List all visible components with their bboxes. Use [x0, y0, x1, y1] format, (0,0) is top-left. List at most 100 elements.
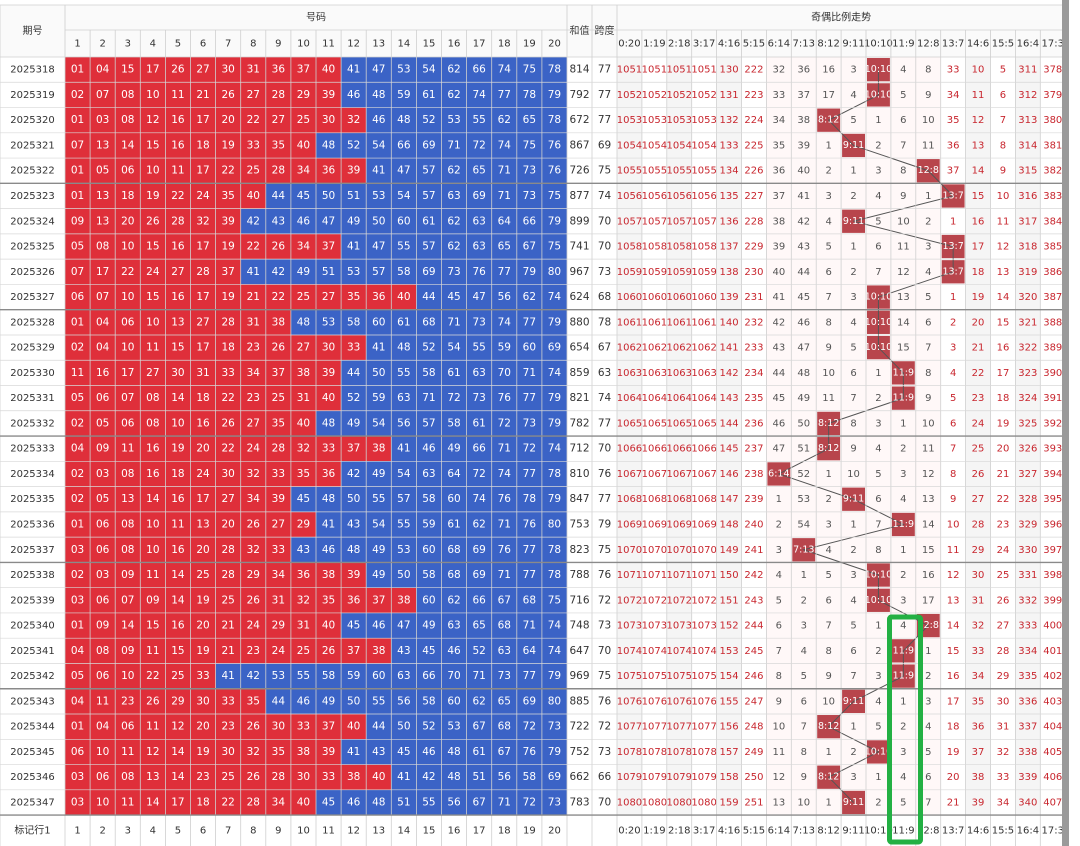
ball-cell [491, 284, 517, 310]
trend-count: 1067 [617, 469, 642, 480]
ball-cell [165, 57, 191, 83]
ball-number: 20 [121, 215, 134, 227]
ball-cell [115, 688, 141, 715]
ball-cell [190, 511, 216, 538]
issue: 2025345 [10, 747, 55, 758]
ball-number: 18 [221, 342, 234, 354]
trend-count: 239 [744, 494, 763, 505]
issue: 2025335 [10, 494, 55, 505]
trend-hit-label: 10:10 [865, 595, 892, 606]
ball-cell [441, 233, 467, 260]
ball-number: 10 [121, 291, 134, 303]
trend-count: 131 [720, 90, 739, 101]
ball-cell [441, 132, 467, 159]
trend-count: 50 [797, 418, 810, 429]
ball-number: 20 [221, 518, 234, 530]
ball-cell [240, 259, 266, 285]
trend-count: 156 [720, 722, 739, 733]
ball-cell [541, 436, 567, 462]
ball-cell [491, 764, 517, 790]
trend-count: 33 [772, 90, 785, 101]
trend-count: 10 [972, 65, 985, 76]
trend-count: 9 [825, 671, 831, 682]
ball-number: 06 [96, 771, 110, 783]
ball-number: 61 [422, 89, 435, 101]
ball-cell [240, 537, 266, 563]
trend-count: 1065 [691, 418, 716, 429]
ball-cell [466, 107, 492, 133]
number-col-header: 16 [448, 39, 461, 50]
ball-cell [366, 57, 392, 83]
ball-number: 71 [498, 518, 511, 530]
ball-number: 15 [121, 64, 134, 76]
ball-cell [441, 436, 467, 462]
trend-hit-label: 13:7 [942, 190, 963, 201]
trend-count: 1073 [667, 621, 692, 632]
trend-count: 3 [825, 191, 831, 202]
ball-number: 79 [548, 417, 561, 429]
span: 66 [598, 771, 612, 783]
ball-number: 32 [247, 544, 260, 556]
ball-cell [341, 259, 367, 285]
ball-number: 17 [146, 64, 159, 76]
trend-hit-label: 10:10 [865, 746, 892, 757]
ball-number: 29 [297, 518, 310, 530]
ball-cell [265, 587, 291, 613]
sum: 722 [569, 721, 589, 733]
ball-number: 09 [71, 215, 84, 227]
trend-count: 3 [900, 595, 906, 606]
ball-number: 28 [272, 443, 285, 455]
trend-count: 4 [925, 267, 931, 278]
ball-cell [316, 764, 342, 790]
ball-cell [165, 183, 191, 209]
ball-cell [165, 461, 191, 487]
ball-cell [541, 663, 567, 689]
span: 75 [598, 544, 611, 556]
ball-number: 10 [146, 165, 159, 177]
issue: 2025323 [10, 191, 55, 202]
trend-count: 36 [947, 140, 960, 151]
trend-count: 5 [900, 797, 906, 808]
ball-cell [316, 132, 342, 159]
ball-number: 75 [548, 241, 561, 253]
ball-number: 42 [347, 468, 360, 480]
trend-hit-label: 8:12 [818, 443, 839, 454]
trend-count: 1077 [667, 722, 692, 733]
ball-number: 33 [347, 342, 360, 354]
trend-count: 37 [947, 166, 960, 177]
ball-cell [466, 789, 492, 816]
ball-cell [341, 562, 367, 588]
ball-number: 62 [447, 241, 460, 253]
ball-cell [541, 764, 567, 790]
ball-cell [516, 688, 542, 715]
ball-cell [341, 82, 367, 108]
ball-cell [541, 714, 567, 740]
ball-number: 28 [247, 796, 260, 808]
ball-number: 70 [498, 367, 511, 379]
ball-number: 26 [247, 518, 261, 530]
ball-number: 22 [121, 266, 134, 278]
ball-cell [466, 663, 492, 689]
ball-cell [491, 612, 517, 639]
trend-count: 4 [875, 696, 881, 707]
trend-count: 29 [997, 671, 1010, 682]
ball-number: 05 [71, 241, 84, 253]
ball-cell [541, 688, 567, 715]
trend-count: 3 [850, 65, 856, 76]
ball-cell [240, 309, 266, 335]
ball-cell [416, 82, 442, 108]
ball-number: 75 [523, 139, 536, 151]
ball-number: 32 [297, 443, 310, 455]
trend-count: 17 [997, 368, 1010, 379]
issue: 2025325 [10, 242, 55, 253]
issue: 2025333 [10, 444, 55, 455]
ball-number: 55 [472, 342, 485, 354]
trend-count: 391 [1043, 393, 1062, 404]
ball-cell [240, 107, 266, 133]
ball-cell [466, 537, 492, 563]
ball-number: 07 [96, 291, 109, 303]
ball-cell [190, 486, 216, 512]
trend-count: 240 [744, 519, 763, 530]
ball-cell [140, 663, 166, 689]
ball-number: 29 [247, 569, 260, 581]
